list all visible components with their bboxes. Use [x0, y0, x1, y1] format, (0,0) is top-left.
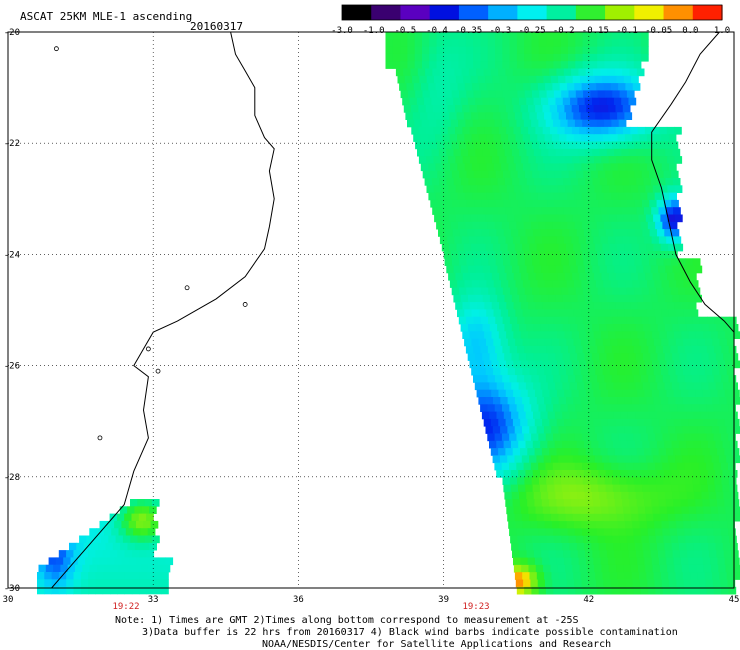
- longitude-label: 42: [583, 595, 594, 605]
- colorbar-tick-label: -0.5: [394, 26, 416, 36]
- longitude-label: 45: [729, 595, 740, 605]
- pass-time-label: 19:22: [112, 602, 139, 612]
- colorbar-tick-label: -0.4: [426, 26, 448, 36]
- colorbar-segment: [429, 5, 460, 20]
- colorbar-segment: [371, 5, 402, 20]
- map-frame: [7, 31, 735, 589]
- latitude-label: -30: [4, 584, 20, 594]
- colorbar-tick-label: -0.05: [645, 26, 672, 36]
- coastline-madagascar: [651, 31, 735, 333]
- colorbar-tick-label: -0.3: [489, 26, 511, 36]
- note-line-2: 3)Data buffer is 22 hrs from 20160317 4)…: [142, 627, 678, 638]
- coastline-mozambique: [51, 31, 275, 589]
- graticule: [8, 32, 734, 588]
- product-title: ASCAT 25KM MLE-1 ascending: [20, 10, 193, 23]
- longitude-label: 33: [148, 595, 159, 605]
- island-outline: [242, 302, 248, 307]
- colorbar: -3.0 -1.0 -0.5 -0.4 -0.35 -0.3 -0.25 -0.2 -0.15-…: [331, 4, 730, 36]
- coastline-layer: [51, 31, 735, 589]
- ascat-swath-layer: [37, 32, 740, 595]
- latitude-label: -22: [4, 139, 20, 149]
- pass-time-label: 19:23: [462, 602, 489, 612]
- colorbar-tick-label: 0.0: [682, 26, 698, 36]
- colorbar-tick-label: -3.0: [331, 26, 353, 36]
- island-outline: [155, 368, 161, 374]
- longitude-label: 30: [3, 595, 14, 605]
- colorbar-segment: [634, 5, 665, 20]
- colorbar-segment: [575, 5, 606, 20]
- colorbar-segment: [400, 5, 431, 20]
- colorbar-tick-label: -1.0: [363, 26, 385, 36]
- colorbar-tick-label: 1.0: [714, 26, 730, 36]
- latitude-label: -28: [4, 473, 20, 483]
- longitude-label: 39: [438, 595, 449, 605]
- longitude-label: 36: [293, 595, 304, 605]
- island-outline: [97, 435, 103, 441]
- colorbar-tick-label: -0.35: [455, 26, 482, 36]
- note-line-1: Note: 1) Times are GMT 2)Times along bot…: [115, 615, 579, 626]
- island-outline: [54, 46, 59, 52]
- colorbar-segment: [342, 5, 372, 20]
- latitude-label: -24: [4, 250, 20, 260]
- colorbar-segment: [517, 5, 548, 20]
- latitude-label: -20: [4, 28, 20, 38]
- colorbar-tick-label: -0.15: [582, 26, 609, 36]
- colorbar-tick-label: -0.1: [616, 26, 638, 36]
- colorbar-tick-label: -0.25: [518, 26, 545, 36]
- pass-time-labels: 19:22 19:23: [112, 602, 489, 612]
- colorbar-segment: [546, 5, 577, 20]
- colorbar-segment: [488, 5, 518, 20]
- island-outline: [145, 346, 151, 352]
- colorbar-segment: [605, 5, 635, 20]
- longitude-labels: 30 33 36 39 42 45: [3, 595, 740, 605]
- island-outline: [184, 285, 190, 291]
- colorbar-segment: [663, 5, 694, 20]
- latitude-label: -26: [4, 362, 20, 372]
- colorbar-segment: [458, 5, 489, 20]
- colorbar-tick-label: -0.2: [553, 26, 575, 36]
- product-date: 20160317: [190, 20, 243, 33]
- note-line-3: NOAA/NESDIS/Center for Satellite Applica…: [262, 639, 612, 650]
- colorbar-segment: [692, 5, 723, 20]
- latitude-labels: -20 -22 -24 -26 -28 -30: [4, 28, 20, 594]
